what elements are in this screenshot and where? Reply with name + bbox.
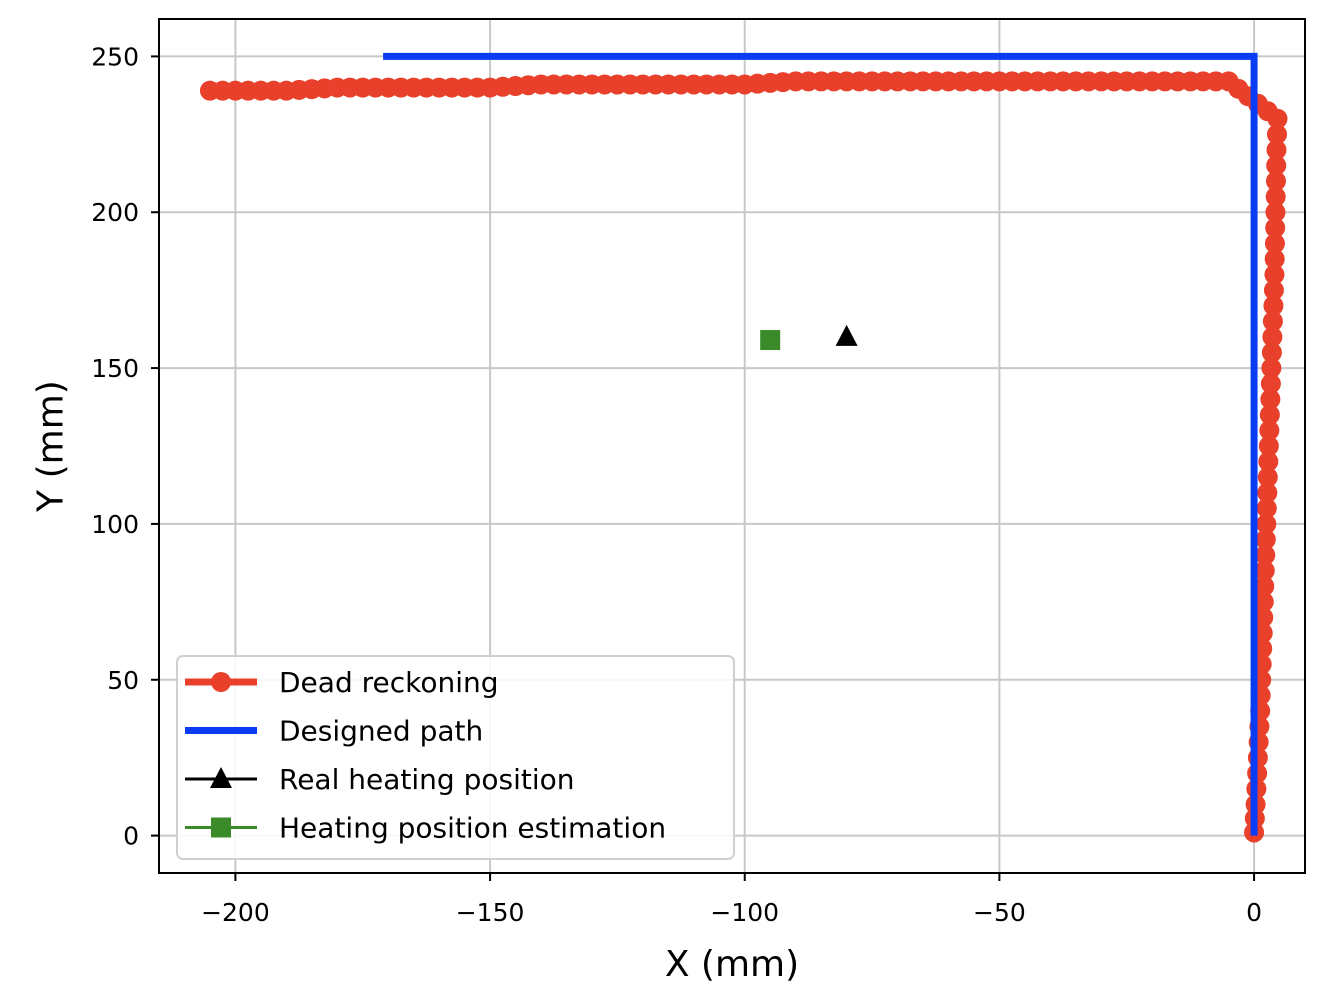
legend: Dead reckoning Designed path Real heating … [176,655,735,860]
dead-reckoning-point [1255,545,1276,566]
dead-reckoning-point [1265,217,1286,238]
x-tick-label: −150 [456,898,525,927]
dead-reckoning-point [1255,529,1276,550]
dead-reckoning-point [1263,280,1284,301]
x-axis-label: X (mm) [665,944,799,985]
legend-label-dead-reckoning: Dead reckoning [279,666,499,699]
dead-reckoning-point [1265,202,1286,223]
y-tick-label: 200 [91,198,139,227]
y-axis-label: Y (mm) [31,380,72,513]
legend-label-designed-path: Designed path [279,715,483,748]
dead-reckoning-point [1254,560,1275,581]
dead-reckoning-point [1258,436,1279,456]
legend-marker-heating-position-estimation [211,817,231,838]
legend-marker-dead-reckoning [211,672,231,692]
x-tick-label: −100 [710,898,779,927]
dead-reckoning-point [1265,171,1286,192]
x-tick-label: −200 [201,898,270,927]
legend-label-heating-position-estimation: Heating position estimation [279,812,666,845]
dead-reckoning-point [1256,498,1277,519]
legend-label-real-heating-position: Real heating position [279,763,574,796]
dead-reckoning-point [1262,311,1283,332]
dead-reckoning-point [1262,326,1283,347]
dead-reckoning-point [1257,482,1278,503]
dead-reckoning-point [1256,513,1277,534]
dead-reckoning-point [1261,342,1282,363]
y-tick-label: 0 [123,822,139,851]
plot-data [199,52,1288,843]
dead-reckoning-point [1253,591,1274,612]
plot-frame [158,18,1306,874]
ticks: −200 −150 −100 −50 0 0 50 100 150 200 250 [91,42,1262,927]
dead-reckoning-point [1257,467,1278,488]
y-tick-label: 250 [91,42,139,71]
legend-box [176,655,735,860]
designed-path-line [383,52,1258,836]
dead-reckoning-point [1264,233,1285,254]
real-heating-position-point [835,324,858,346]
dead-reckoning-point [199,80,220,101]
y-tick-label: 150 [91,354,139,383]
dead-reckoning-point [1261,358,1282,379]
dead-reckoning-point [1260,389,1281,410]
dead-reckoning-point [1254,576,1275,597]
dead-reckoning-point [1266,124,1287,145]
dead-reckoning-point [1264,264,1285,285]
dead-reckoning-point [1253,607,1274,628]
dead-reckoning-point [1265,186,1286,207]
legend-marker-real-heating-position [210,767,232,788]
dead-reckoning-point [1252,623,1273,644]
y-tick-label: 100 [91,510,139,539]
x-tick-label: −50 [973,898,1026,927]
dead-reckoning-point [1260,373,1281,394]
dead-reckoning-point [1266,139,1287,160]
dead-reckoning-point [1266,155,1287,176]
dead-reckoning-point [1259,404,1280,425]
dead-reckoning-point [1258,451,1279,472]
y-tick-label: 50 [107,666,139,695]
dead-reckoning-point [1259,420,1280,441]
dead-reckoning-point [1263,295,1284,316]
x-tick-label: 0 [1246,898,1262,927]
heating-position-estimation-point [760,330,781,351]
dead-reckoning-point [1264,248,1285,269]
